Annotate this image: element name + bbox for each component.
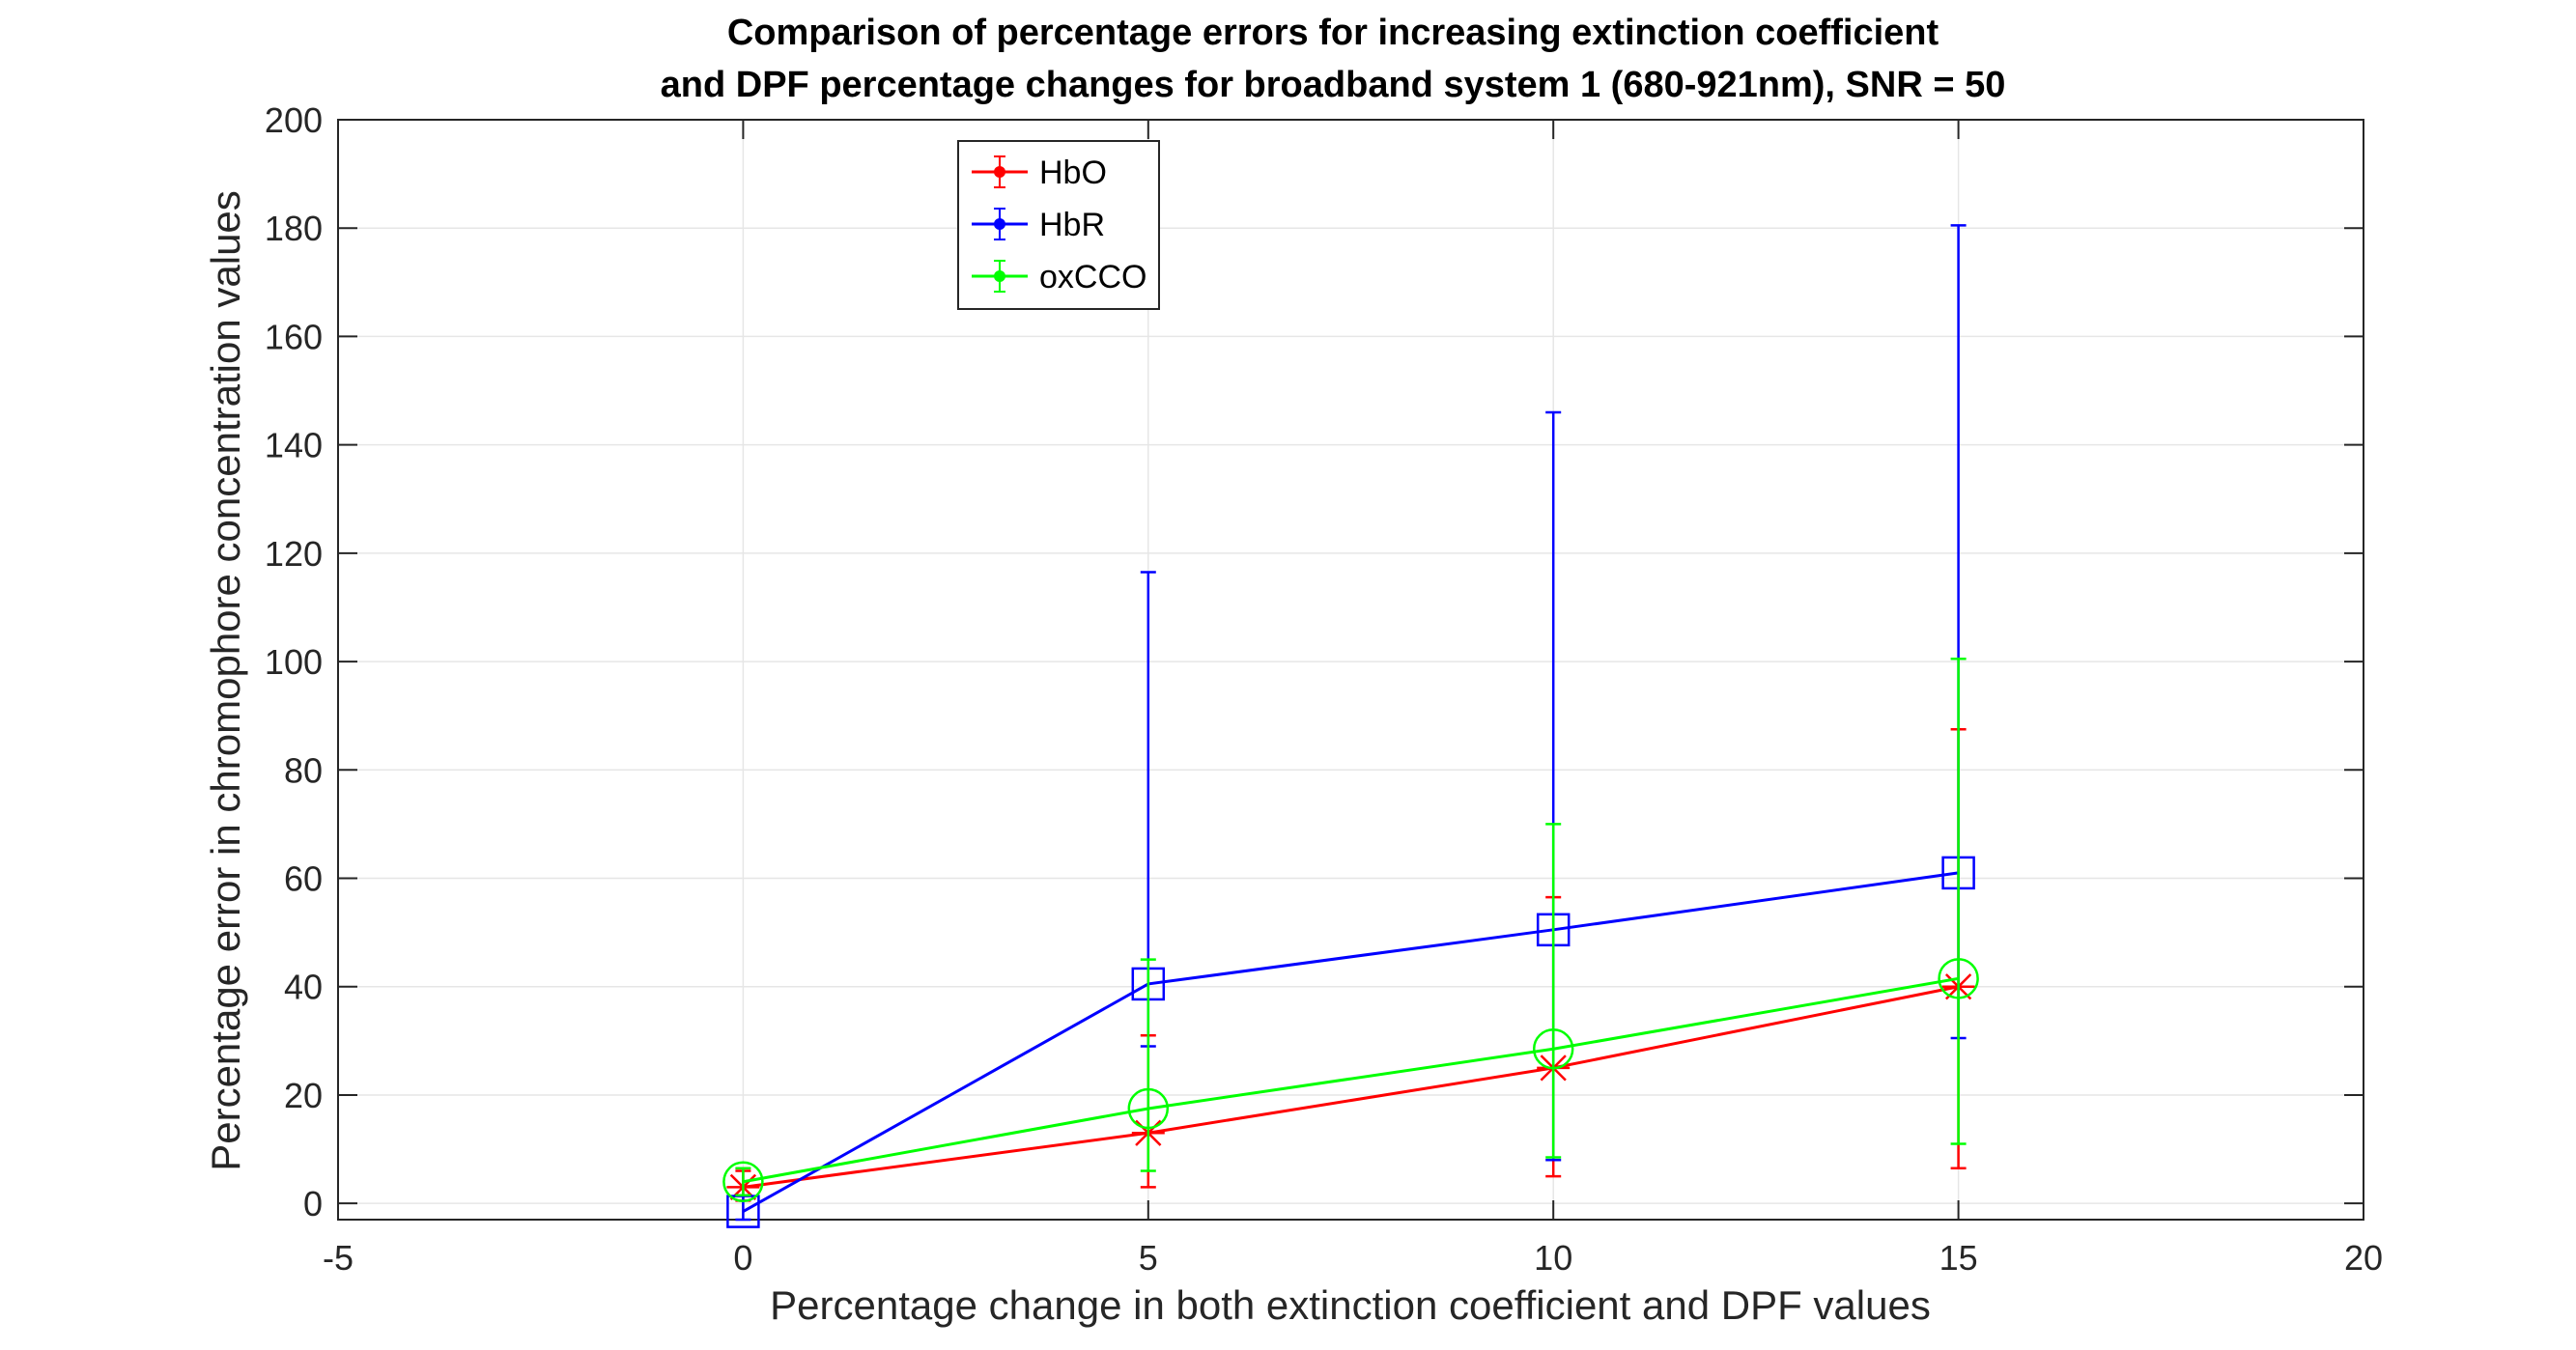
error-bar-oxcco <box>1950 658 1967 1145</box>
axes-box <box>337 119 2364 1221</box>
legend-entry-hbo: HbO <box>972 155 1107 191</box>
chart-title-line-2: and DPF percentage changes for broadband… <box>661 65 2006 105</box>
legend-marker <box>994 270 1005 282</box>
data-point-oxcco <box>1532 1028 1574 1070</box>
data-point-oxcco <box>722 1161 764 1202</box>
series-line-hbo <box>743 985 1959 1189</box>
x-tick-label: 5 <box>1139 1238 1158 1278</box>
data-series <box>722 224 1979 1228</box>
y-tick-label: 100 <box>265 642 323 682</box>
legend-label-hbo: HbO <box>1039 155 1107 191</box>
legend-entry-oxcco: oxCCO <box>972 259 1146 295</box>
series-oxcco <box>722 658 1979 1202</box>
chart-title: Comparison of percentage errors for incr… <box>661 13 2006 105</box>
y-tick-label: 20 <box>284 1076 323 1115</box>
y-tick-label: 80 <box>284 750 323 790</box>
x-tick-label: 10 <box>1534 1238 1572 1278</box>
x-tick-label: 20 <box>2344 1238 2383 1278</box>
y-axis-label: Percentage error in chromophore concentr… <box>203 190 248 1171</box>
x-tick-label: -5 <box>323 1238 354 1278</box>
legend: HbO HbR oxCCO <box>957 140 1160 310</box>
x-tick-label: 15 <box>1939 1238 1978 1278</box>
data-point-oxcco <box>1127 1087 1170 1130</box>
y-tick-label: 120 <box>265 534 323 574</box>
error-bar-oxcco <box>1545 823 1562 1159</box>
chart-title-line-1: Comparison of percentage errors for incr… <box>727 13 1939 53</box>
y-tick-label: 140 <box>265 426 323 465</box>
y-tick-label: 200 <box>265 100 323 140</box>
legend-marker <box>994 166 1005 178</box>
legend-entry-hbr: HbR <box>972 207 1105 243</box>
x-tick-label: 0 <box>733 1238 752 1278</box>
legend-label-hbr: HbR <box>1039 207 1105 243</box>
error-bar-oxcco <box>1140 958 1156 1172</box>
legend-marker <box>994 218 1005 230</box>
series-line-oxcco <box>743 976 1959 1184</box>
legend-label-oxcco: oxCCO <box>1039 259 1146 295</box>
series-line-hbr <box>742 871 1959 1213</box>
y-tick-label: 180 <box>265 209 323 248</box>
x-axis-ticks: -5 0 5 10 15 20 <box>323 120 2383 1278</box>
plot-area <box>338 120 2364 1220</box>
y-tick-label: 60 <box>284 859 323 899</box>
error-bar-oxcco <box>735 1167 751 1197</box>
y-tick-label: 160 <box>265 317 323 356</box>
x-axis-label: Percentage change in both extinction coe… <box>770 1282 1931 1328</box>
y-tick-label: 40 <box>284 968 323 1007</box>
y-axis-ticks: 0 20 40 60 80 100 120 140 160 180 200 <box>265 100 2364 1223</box>
data-point-oxcco <box>1938 958 1979 999</box>
axes <box>337 119 2364 1221</box>
y-tick-label: 0 <box>303 1184 323 1223</box>
